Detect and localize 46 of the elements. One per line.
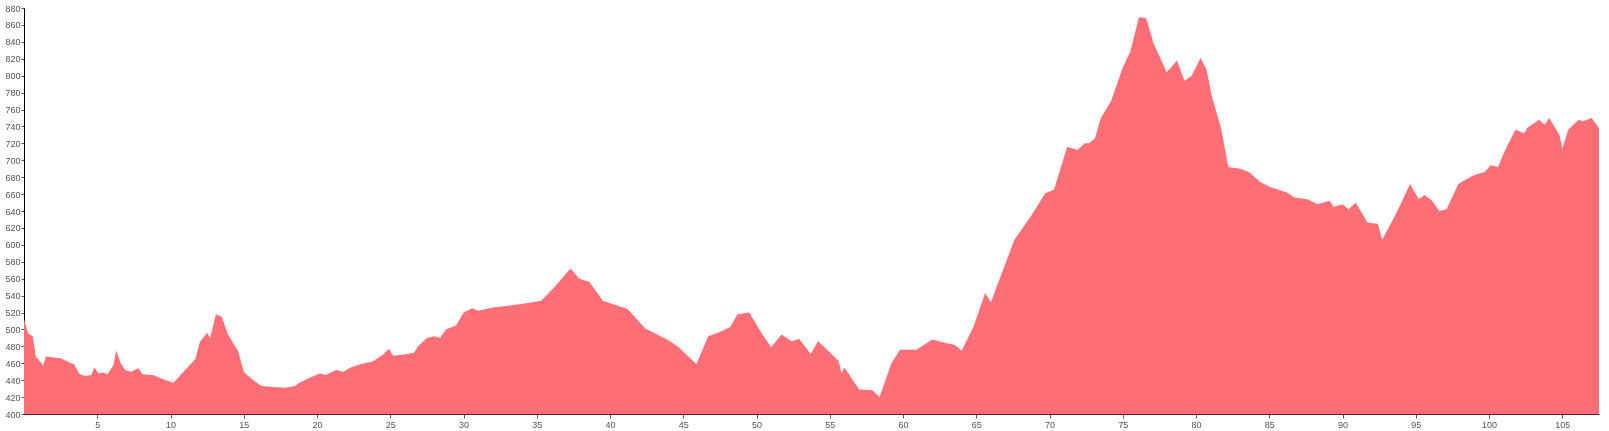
x-tick-label: 100: [1482, 419, 1498, 430]
y-tick-label: 820: [5, 54, 21, 65]
y-tick-label: 520: [5, 308, 21, 318]
x-tick-label: 95: [1411, 419, 1422, 430]
y-tick-label: 640: [5, 206, 21, 217]
x-tick-label: 5: [95, 419, 101, 430]
x-tick-label: 55: [825, 419, 836, 430]
y-tick-label: 860: [5, 20, 21, 31]
y-tick-label: 840: [5, 37, 21, 48]
y-tick-label: 740: [5, 121, 21, 132]
y-tick-label: 680: [5, 172, 21, 183]
x-tick-label: 65: [971, 419, 982, 430]
y-tick-label: 400: [5, 409, 21, 420]
x-tick-label: 25: [385, 419, 396, 430]
x-tick-label: 60: [898, 419, 909, 430]
y-tick-label: 780: [5, 88, 21, 99]
x-tick-label: 20: [312, 419, 323, 430]
x-tick-label: 30: [459, 419, 470, 430]
x-tick-label: 70: [1045, 419, 1056, 430]
y-tick-label: 440: [5, 375, 21, 386]
x-tick-label: 40: [605, 419, 616, 430]
y-tick-label: 500: [5, 324, 21, 335]
y-tick-label: 760: [5, 105, 21, 115]
x-tick-label: 10: [166, 419, 177, 430]
y-tick-label: 420: [5, 392, 21, 403]
y-tick-label: 540: [5, 291, 21, 302]
y-tick-label: 480: [5, 341, 21, 352]
y-tick-label: 720: [5, 138, 21, 149]
x-tick-label: 90: [1338, 419, 1349, 430]
y-tick-label: 800: [5, 71, 21, 82]
y-tick-label: 460: [5, 358, 21, 369]
y-tick-label: 880: [5, 3, 21, 14]
x-tick-label: 105: [1555, 419, 1571, 430]
x-tick-label: 15: [239, 419, 250, 430]
x-tick-label: 50: [752, 419, 763, 430]
x-tick-label: 45: [678, 419, 689, 430]
y-tick-label: 620: [5, 223, 21, 234]
y-tick-label: 580: [5, 257, 21, 268]
y-tick-label: 700: [5, 155, 21, 166]
x-tick-label: 35: [532, 419, 543, 430]
y-tick-label: 660: [5, 189, 21, 200]
y-tick-label: 600: [5, 240, 21, 251]
x-tick-label: 85: [1264, 419, 1275, 430]
x-tick-label: 75: [1118, 419, 1129, 430]
x-tick-label: 80: [1191, 419, 1202, 430]
y-tick-label: 560: [5, 274, 21, 285]
